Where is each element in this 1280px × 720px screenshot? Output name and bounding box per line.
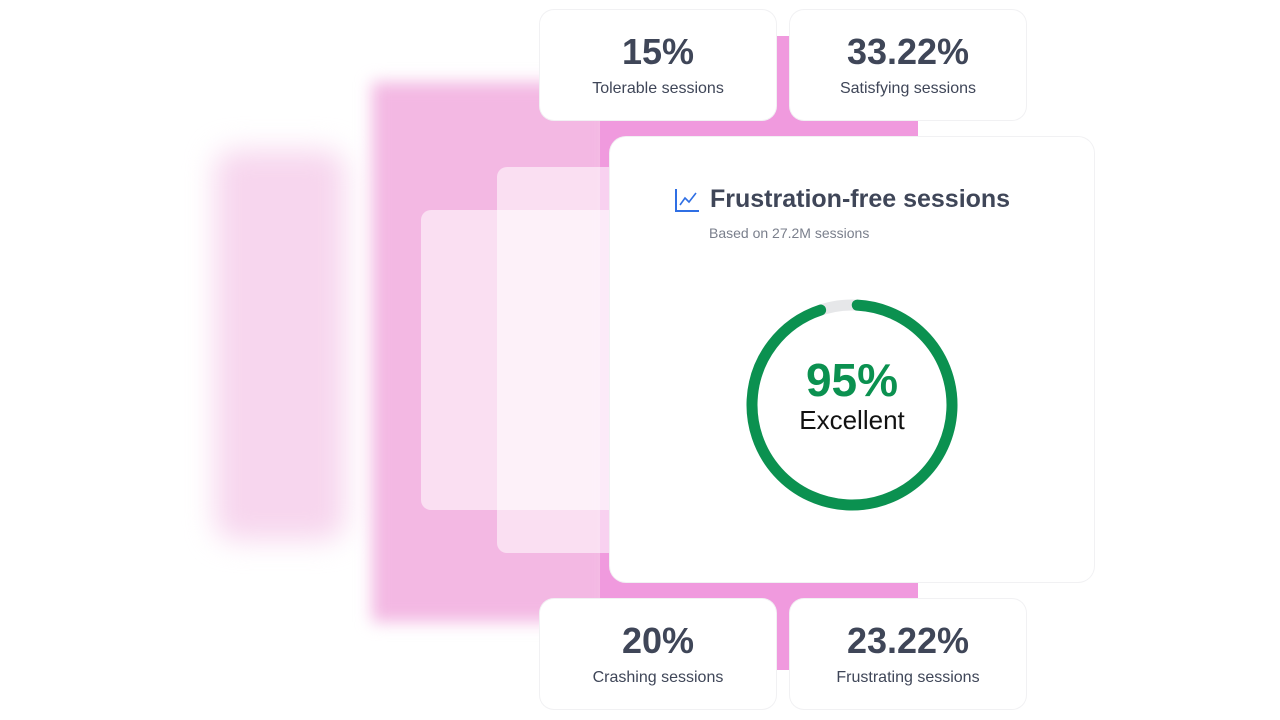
stat-card-frustrating: 23.22% Frustrating sessions — [790, 599, 1026, 709]
score-rating: Excellent — [799, 405, 905, 435]
background-blur-shape — [215, 150, 345, 540]
stat-card-satisfying: 33.22% Satisfying sessions — [790, 10, 1026, 120]
ghost-card — [497, 167, 620, 553]
line-chart-icon — [675, 188, 699, 212]
stat-value: 15% — [621, 31, 695, 72]
ring-progress — [746, 299, 958, 511]
stat-label: Tolerable sessions — [592, 80, 724, 97]
score-value: 95% — [805, 354, 899, 406]
card-subtitle: Based on 27.2M sessions — [709, 225, 870, 241]
stat-value: 33.22% — [846, 31, 970, 72]
stat-value: 23.22% — [846, 620, 970, 661]
stat-card-tolerable: 15% Tolerable sessions — [540, 10, 776, 120]
stat-label: Crashing sessions — [592, 669, 724, 686]
card-title: Frustration-free sessions — [710, 185, 1011, 213]
score-ring — [746, 299, 958, 511]
stat-label: Satisfying sessions — [839, 80, 977, 97]
card-header: Frustration-free sessions — [674, 185, 1010, 214]
stat-label: Frustrating sessions — [836, 669, 980, 686]
stat-card-crashing: 20% Crashing sessions — [540, 599, 776, 709]
frustration-free-card: Frustration-free sessions Based on 27.2M… — [610, 137, 1094, 582]
stat-value: 20% — [621, 620, 695, 661]
